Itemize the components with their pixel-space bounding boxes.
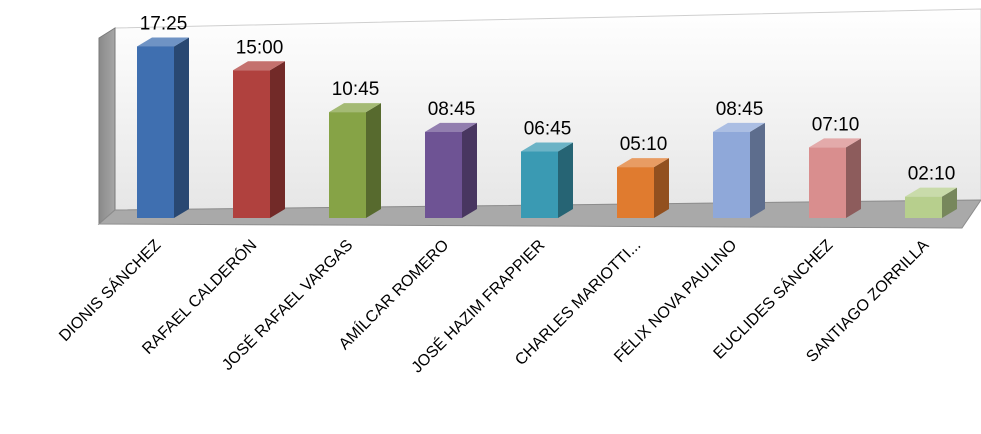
bar-side — [654, 158, 669, 218]
x-tick-label: AMÍLCAR ROMERO — [335, 235, 453, 353]
bar — [137, 37, 189, 219]
bar-top — [521, 142, 573, 152]
bar-top — [809, 138, 861, 148]
data-label: 07:10 — [812, 114, 860, 135]
bar-side — [366, 103, 381, 218]
data-label: 08:45 — [716, 99, 764, 120]
data-label: 15:00 — [236, 37, 284, 58]
bar-side — [750, 122, 765, 218]
bar — [425, 122, 477, 218]
bar — [617, 158, 669, 218]
bar-top — [233, 61, 285, 71]
bar-front — [233, 70, 270, 218]
bar-top — [617, 158, 669, 168]
bar-side — [558, 142, 573, 218]
bar-top — [425, 122, 477, 132]
bar — [521, 142, 573, 218]
bar-side — [462, 122, 477, 218]
bar — [905, 187, 957, 218]
bar-side — [270, 61, 285, 218]
bar-front — [905, 196, 942, 218]
data-label: 02:10 — [908, 164, 956, 185]
bar-front — [809, 147, 846, 218]
data-label: 05:10 — [620, 134, 668, 155]
bar-side — [174, 37, 189, 219]
bar-front — [617, 167, 654, 218]
bar — [233, 61, 285, 218]
bar-front — [713, 131, 750, 218]
bar — [809, 138, 861, 218]
data-label: 17:25 — [140, 13, 188, 34]
bar — [713, 122, 765, 218]
bar — [329, 103, 381, 218]
data-label: 06:45 — [524, 119, 572, 140]
bar-front — [521, 151, 558, 218]
side-wall — [98, 27, 116, 226]
bar-front — [425, 131, 462, 218]
bar-side — [942, 187, 957, 218]
bar-side — [846, 138, 861, 218]
data-label: 10:45 — [332, 79, 380, 100]
bar-top — [329, 103, 381, 113]
bar-top — [905, 187, 957, 197]
data-label: 08:45 — [428, 99, 476, 120]
bar-front — [137, 46, 174, 219]
x-tick-label: DIONIS SÁNCHEZ — [55, 235, 165, 345]
bar-top — [137, 37, 189, 47]
bar-top — [713, 122, 765, 132]
bar-front — [329, 112, 366, 218]
